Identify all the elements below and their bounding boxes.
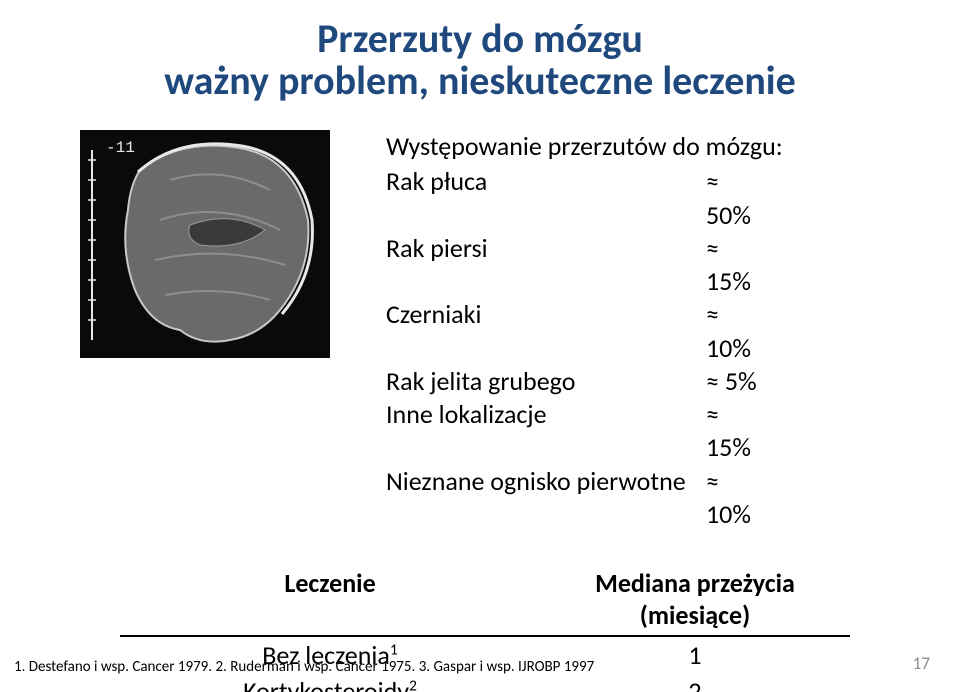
occurrence-block: Występowanie przerzutów do mózgu: Rak pł… [386, 130, 890, 531]
scan-label: -11 [106, 139, 135, 157]
occurrence-row: Rak płuca ≈ 50% [386, 165, 890, 232]
table-row: Kortykosteroidy2 2 [120, 673, 850, 692]
occurrence-value: ≈ 10% [706, 465, 766, 532]
table-header: Leczenie Mediana przeżycia (miesiące) [120, 567, 850, 637]
mri-scan-image: -11 [80, 130, 330, 358]
table-header-col2: Mediana przeżycia (miesiące) [540, 567, 850, 635]
table-cell-value: 2 [540, 675, 850, 692]
occurrence-row: Nieznane ognisko pierwotne ≈ 10% [386, 465, 890, 532]
occurrence-row: Rak jelita grubego ≈ 5% [386, 365, 890, 398]
occurrence-value: ≈ 10% [706, 298, 766, 365]
occurrence-row: Czerniaki ≈ 10% [386, 298, 890, 365]
table-cell-label: Kortykosteroidy2 [120, 675, 540, 692]
occurrence-row: Inne lokalizacje ≈ 15% [386, 398, 890, 465]
occurrence-label: Inne lokalizacje [386, 398, 706, 465]
occurrence-value: ≈ 15% [706, 232, 766, 299]
page-number: 17 [913, 653, 930, 674]
occurrence-label: Rak piersi [386, 232, 706, 299]
slide-title-sub: ważny problem, nieskuteczne leczenie [0, 60, 960, 102]
occurrence-label: Czerniaki [386, 298, 706, 365]
occurrence-value: ≈ 15% [706, 398, 766, 465]
occurrence-value: ≈ 5% [706, 365, 766, 398]
occurrence-heading: Występowanie przerzutów do mózgu: [386, 130, 890, 163]
occurrence-row: Rak piersi ≈ 15% [386, 232, 890, 299]
occurrence-value: ≈ 50% [706, 165, 766, 232]
footer-citations: 1. Destefano i wsp. Cancer 1979. 2. Rude… [14, 658, 594, 676]
table-header-col1: Leczenie [120, 567, 540, 635]
occurrence-label: Rak jelita grubego [386, 365, 706, 398]
slide-title-main: Przerzuty do mózgu [0, 18, 960, 60]
occurrence-label: Rak płuca [386, 165, 706, 232]
occurrence-label: Nieznane ognisko pierwotne [386, 465, 706, 532]
